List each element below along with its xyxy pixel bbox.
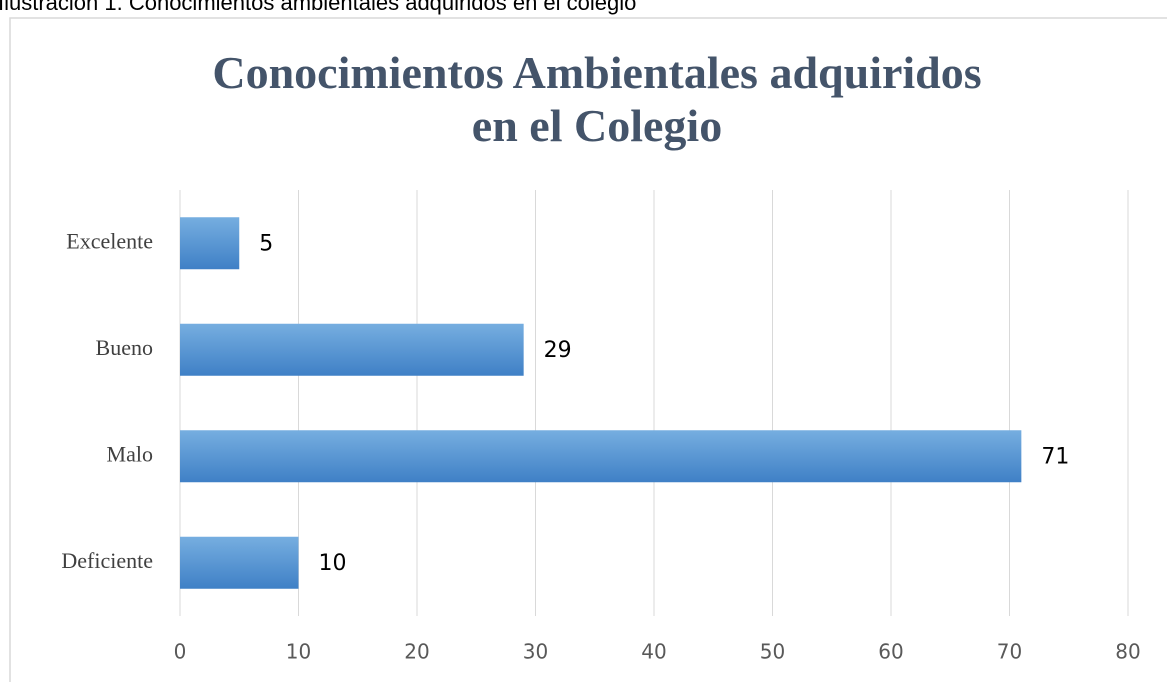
bar [180,430,1022,483]
y-tick-label: Deficiente [61,548,153,573]
x-tick-label: 10 [286,640,311,664]
x-tick-label: 60 [878,640,903,664]
caption: Ilustración 1. Conocimientos ambientales… [0,0,636,15]
data-label: 10 [319,551,347,576]
x-tick-label: 40 [641,640,666,664]
data-label: 71 [1041,444,1069,469]
chart-title: Conocimientos Ambientales adquiridos [212,47,981,98]
x-tick-label: 0 [174,640,187,664]
x-tick-label: 50 [760,640,785,664]
x-tick-label: 20 [404,640,429,664]
bar [180,536,299,589]
bar [180,323,524,376]
y-tick-label: Malo [107,441,153,466]
x-tick-label: 80 [1115,640,1140,664]
x-tick-label: 70 [997,640,1022,664]
x-tick-label: 30 [523,640,548,664]
data-label: 29 [544,338,572,363]
chart-title: en el Colegio [472,100,722,151]
bar [180,217,240,270]
y-tick-label: Excelente [66,228,153,253]
y-tick-label: Bueno [96,335,153,360]
data-label: 5 [259,231,273,256]
